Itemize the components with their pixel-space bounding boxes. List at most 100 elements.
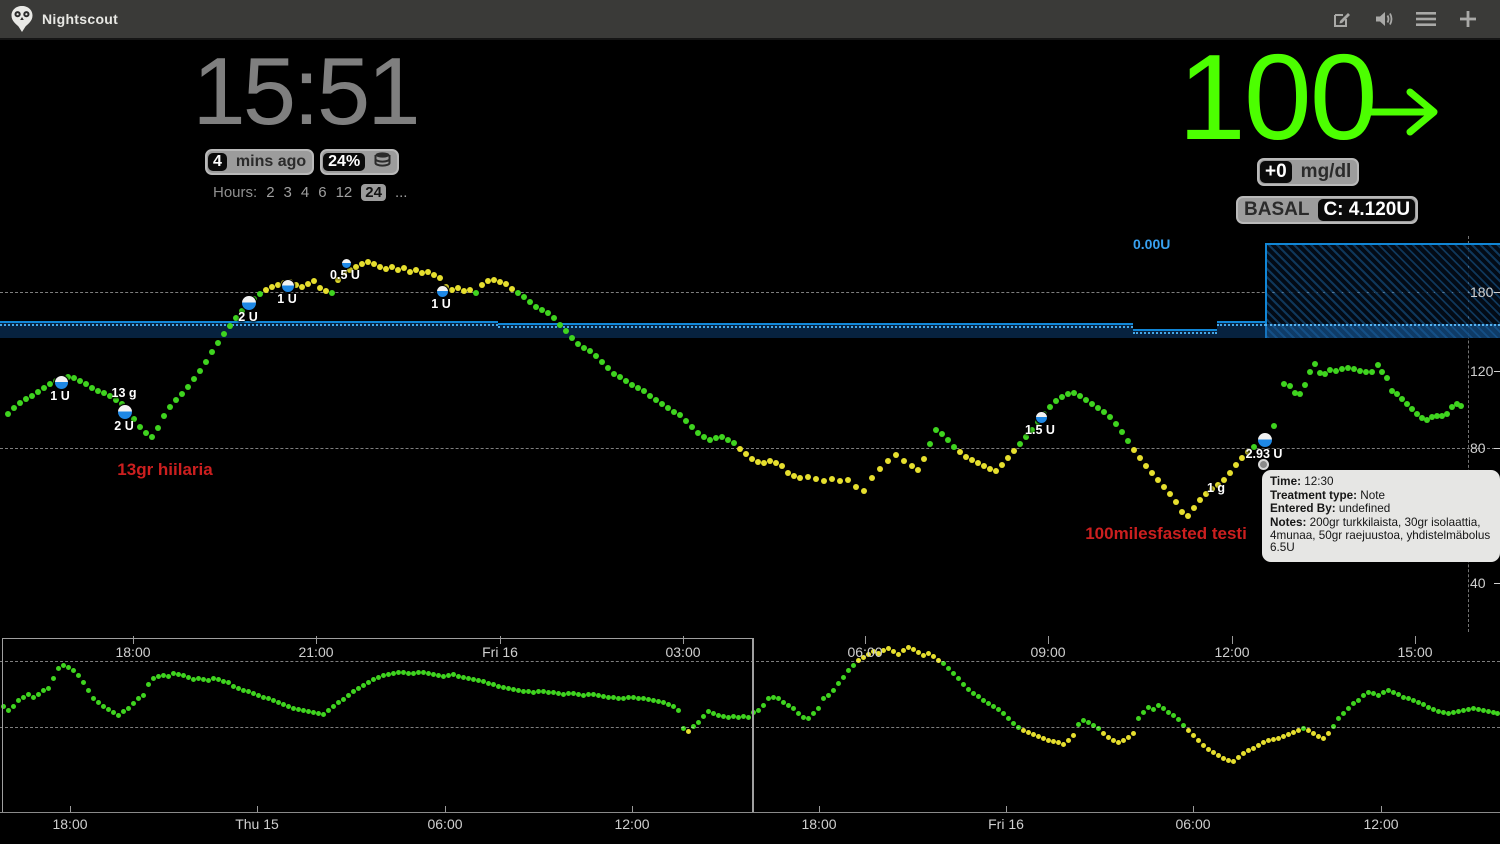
note-marker[interactable] — [1258, 459, 1269, 470]
glucose-dot — [1155, 702, 1161, 708]
bolus-marker[interactable] — [1257, 432, 1273, 448]
glucose-dot — [275, 282, 281, 288]
glucose-dot — [760, 702, 766, 708]
glucose-dot — [413, 267, 419, 273]
bolus-marker[interactable] — [241, 295, 257, 311]
glucose-dot — [1265, 737, 1271, 743]
glucose-dot — [425, 269, 431, 275]
glucose-dot — [1454, 401, 1460, 407]
glucose-dot — [1095, 725, 1101, 731]
glucose-dot — [1455, 708, 1461, 714]
glucose-dot — [617, 374, 623, 380]
glucose-dot — [430, 671, 436, 677]
glucose-dot — [239, 308, 245, 314]
bolus-marker[interactable] — [53, 374, 69, 390]
glucose-dot — [935, 657, 941, 663]
y-axis-label: 120 — [1470, 363, 1494, 379]
glucose-dot — [1384, 375, 1390, 381]
glucose-dot — [1175, 716, 1181, 722]
edit-icon[interactable] — [1332, 9, 1352, 29]
glucose-dot — [335, 699, 341, 705]
glucose-dot — [611, 371, 617, 377]
glucose-dot — [491, 277, 497, 283]
glucose-dot — [1300, 725, 1306, 731]
glucose-dot — [180, 672, 186, 678]
hours-more[interactable]: ... — [394, 184, 408, 201]
plus-icon[interactable] — [1458, 9, 1478, 29]
glucose-dot — [1292, 390, 1298, 396]
menu-icon[interactable] — [1416, 9, 1436, 29]
glucose-dot — [720, 713, 726, 719]
bolus-marker[interactable] — [281, 279, 295, 293]
context-range-line — [0, 661, 1500, 662]
context-axis-label: 12:00 — [1363, 816, 1399, 832]
bolus-marker[interactable] — [435, 284, 449, 298]
glucose-dot — [791, 473, 797, 479]
glucose-dot — [1220, 755, 1226, 761]
glucose-dot — [1040, 735, 1046, 741]
note-annotation: 13gr hiilaria — [117, 460, 213, 479]
glucose-dot — [1475, 706, 1481, 712]
hours-option-6[interactable]: 6 — [318, 184, 327, 201]
reservoir-icon — [369, 152, 396, 172]
bolus-marker[interactable] — [117, 404, 133, 420]
glucose-dot — [415, 669, 421, 675]
hours-option-24[interactable]: 24 — [361, 184, 386, 201]
glucose-dot — [1290, 729, 1296, 735]
glucose-dot — [1385, 687, 1391, 693]
glucose-dot — [17, 400, 23, 406]
glucose-dot — [1155, 477, 1161, 483]
glucose-dot — [1409, 406, 1415, 412]
glucose-dot — [1439, 413, 1445, 419]
glucose-dot — [315, 710, 321, 716]
glucose-dot — [1490, 709, 1496, 715]
current-bg-value: 100 — [1178, 29, 1378, 165]
glucose-dot — [920, 652, 926, 658]
glucose-dot — [1071, 390, 1077, 396]
glucose-dot — [581, 345, 587, 351]
glucose-dot — [545, 689, 551, 695]
brush-top-edge[interactable] — [2, 638, 752, 639]
basal-dotted-line — [1133, 332, 1217, 334]
glucose-dot — [100, 703, 106, 709]
glucose-dot — [460, 674, 466, 680]
glucose-dot — [1310, 730, 1316, 736]
glucose-dot — [545, 310, 551, 316]
glucose-dot — [1119, 429, 1125, 435]
glucose-dot — [1135, 715, 1141, 721]
glucose-dot — [1434, 413, 1440, 419]
glucose-dot — [450, 671, 456, 677]
glucose-dot — [901, 458, 907, 464]
glucose-dot — [695, 430, 701, 436]
glucose-dot — [390, 670, 396, 676]
glucose-dot — [970, 690, 976, 696]
glucose-dot — [650, 697, 656, 703]
glucose-dot — [1233, 462, 1239, 468]
glucose-dot — [1302, 382, 1308, 388]
glucose-dot — [1080, 717, 1086, 723]
context-axis-tick — [632, 806, 633, 812]
hours-option-12[interactable]: 12 — [335, 184, 353, 201]
hours-option-4[interactable]: 4 — [300, 184, 310, 201]
bolus-marker[interactable] — [340, 257, 352, 269]
glucose-dot — [1415, 699, 1421, 705]
glucose-dot — [131, 416, 137, 422]
glucose-dot — [497, 279, 503, 285]
glucose-dot — [255, 692, 261, 698]
glucose-dot — [263, 287, 269, 293]
glucose-dot — [475, 677, 481, 683]
context-axis-label: 12:00 — [614, 816, 650, 832]
speaker-icon[interactable] — [1374, 9, 1394, 29]
glucose-dot — [1305, 727, 1311, 733]
context-axis-label: Thu 15 — [235, 816, 279, 832]
brush-handle[interactable] — [752, 638, 754, 812]
glucose-dot — [635, 695, 641, 701]
glucose-dot — [1239, 455, 1245, 461]
glucose-dot — [773, 460, 779, 466]
focus-axis-label: 06:00 — [847, 644, 883, 660]
brush-left-edge[interactable] — [2, 638, 3, 812]
bolus-marker[interactable] — [1034, 410, 1048, 424]
hours-option-3[interactable]: 3 — [283, 184, 292, 201]
hours-option-2[interactable]: 2 — [266, 184, 275, 201]
